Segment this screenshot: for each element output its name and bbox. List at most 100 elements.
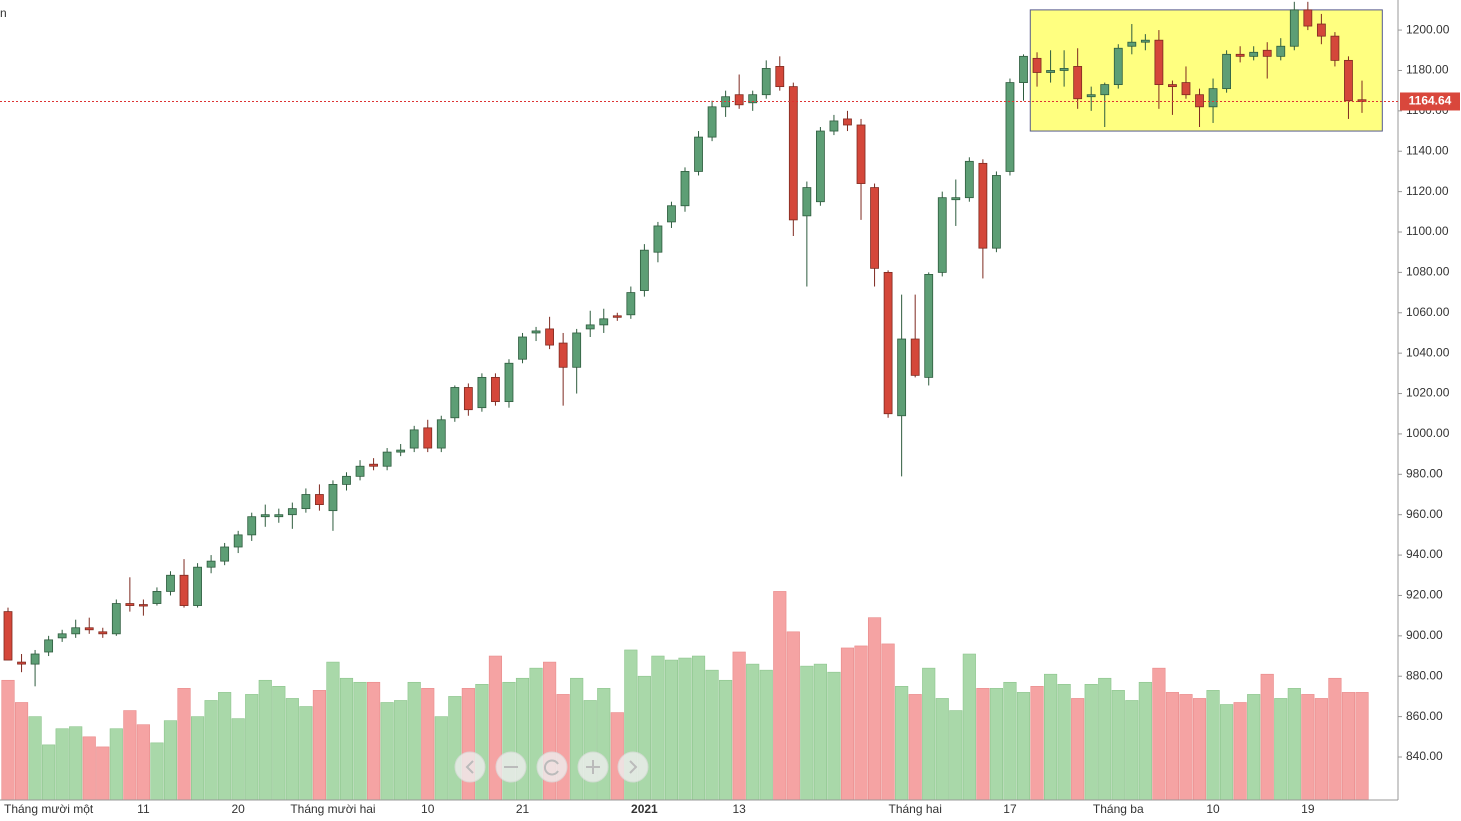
x-tick-label: 10 bbox=[1206, 802, 1220, 816]
y-tick-label: 980.00 bbox=[1406, 466, 1443, 480]
volume-bar bbox=[597, 688, 611, 801]
volume-bar bbox=[1111, 690, 1125, 801]
volume-bar bbox=[1233, 702, 1247, 801]
x-tick-label: Tháng mười hai bbox=[290, 802, 375, 816]
volume-bar bbox=[800, 665, 814, 801]
candle-body bbox=[802, 187, 812, 217]
candle-body bbox=[206, 560, 216, 568]
y-tick-label: 920.00 bbox=[1406, 588, 1443, 602]
candle-body bbox=[856, 124, 866, 184]
volume-bar bbox=[1084, 684, 1098, 801]
volume-bar bbox=[258, 679, 272, 801]
candle-body bbox=[30, 653, 40, 665]
nav-left[interactable] bbox=[454, 751, 486, 783]
candle-body bbox=[287, 508, 297, 516]
volume-bar bbox=[773, 591, 787, 801]
candle-body bbox=[531, 330, 541, 334]
x-tick-label: 19 bbox=[1301, 802, 1315, 816]
volume-bar bbox=[204, 700, 218, 801]
last-price-badge bbox=[1400, 92, 1460, 111]
candle-body bbox=[788, 86, 798, 221]
volume-bar bbox=[976, 688, 990, 801]
volume-bar bbox=[367, 681, 381, 801]
candle-body bbox=[667, 205, 676, 223]
volume-bar bbox=[448, 696, 462, 801]
nav-right[interactable] bbox=[617, 751, 649, 783]
candle-body bbox=[599, 318, 609, 326]
x-tick-label: 11 bbox=[137, 802, 150, 816]
y-tick-label: 1180.00 bbox=[1406, 63, 1449, 77]
candle-body bbox=[1046, 70, 1055, 73]
candle-body bbox=[355, 465, 365, 477]
volume-bar bbox=[556, 694, 570, 801]
y-tick-label: 1060.00 bbox=[1406, 305, 1450, 319]
candle-body bbox=[1059, 68, 1069, 71]
candle-body bbox=[653, 225, 663, 253]
x-tick-label: Tháng hai bbox=[888, 802, 941, 816]
volume-bar bbox=[231, 718, 245, 801]
volume-bar bbox=[922, 667, 936, 801]
candle-body bbox=[626, 292, 636, 316]
candle-body bbox=[1289, 9, 1299, 47]
volume-bar bbox=[1220, 704, 1234, 801]
candle-body bbox=[1113, 47, 1123, 86]
candle-body bbox=[463, 387, 473, 411]
volume-bar bbox=[1247, 694, 1261, 801]
volume-bar bbox=[962, 653, 976, 801]
candle-body bbox=[220, 546, 230, 562]
candle-body bbox=[1208, 88, 1218, 108]
volume-bar bbox=[989, 688, 1003, 801]
volume-bar bbox=[570, 677, 584, 801]
volume-bar bbox=[840, 647, 855, 801]
candle-body bbox=[748, 94, 758, 104]
candle-body bbox=[111, 603, 121, 635]
volume-bar bbox=[28, 716, 42, 801]
volume-bar bbox=[1138, 681, 1152, 801]
volume-bar bbox=[813, 663, 827, 801]
volume-bar bbox=[407, 681, 421, 801]
volume-bar bbox=[475, 684, 489, 801]
candle-body bbox=[924, 274, 934, 378]
volume-bar bbox=[881, 643, 895, 801]
y-tick-label: 940.00 bbox=[1406, 547, 1443, 561]
y-tick-label: 1120.00 bbox=[1406, 184, 1449, 198]
candle-body bbox=[1127, 41, 1137, 47]
volume-bar bbox=[109, 728, 123, 801]
candle-body bbox=[504, 362, 514, 403]
y-tick-label: 1040.00 bbox=[1406, 345, 1450, 359]
volume-bar bbox=[732, 651, 746, 801]
candle-body bbox=[1344, 59, 1353, 102]
y-tick-label: 1200.00 bbox=[1406, 22, 1450, 36]
x-tick-label: Tháng ba bbox=[1093, 802, 1144, 816]
volume-bar bbox=[434, 716, 448, 801]
y-tick-label: 900.00 bbox=[1406, 628, 1443, 642]
candle-body bbox=[816, 130, 825, 203]
y-tick-label: 880.00 bbox=[1406, 668, 1443, 682]
volume-bar bbox=[1030, 686, 1044, 801]
volume-bar bbox=[759, 669, 773, 801]
candle-body bbox=[274, 514, 284, 518]
volume-bar bbox=[245, 694, 259, 801]
nav-reset[interactable] bbox=[536, 751, 568, 783]
candle-body bbox=[1195, 94, 1204, 108]
nav-zoom-out[interactable] bbox=[495, 751, 527, 783]
volume-bar bbox=[1192, 698, 1207, 801]
candle-body bbox=[409, 429, 419, 449]
candle-body bbox=[707, 106, 717, 138]
candle-body bbox=[450, 387, 460, 419]
volume-bar bbox=[1287, 688, 1301, 801]
candle-body bbox=[639, 249, 649, 291]
volume-bar bbox=[461, 688, 475, 801]
volume-bar bbox=[177, 688, 191, 801]
y-tick-label: 960.00 bbox=[1406, 507, 1443, 521]
candle-body bbox=[1154, 39, 1164, 86]
volume-bar bbox=[691, 655, 706, 801]
candle-body bbox=[98, 631, 108, 635]
x-tick-label: 20 bbox=[232, 802, 246, 816]
volume-bar bbox=[786, 631, 800, 801]
volume-bar bbox=[637, 675, 651, 801]
volume-bar bbox=[190, 716, 205, 801]
volume-bar bbox=[1098, 677, 1112, 801]
nav-zoom-in[interactable] bbox=[577, 751, 609, 783]
candle-body bbox=[518, 336, 527, 360]
